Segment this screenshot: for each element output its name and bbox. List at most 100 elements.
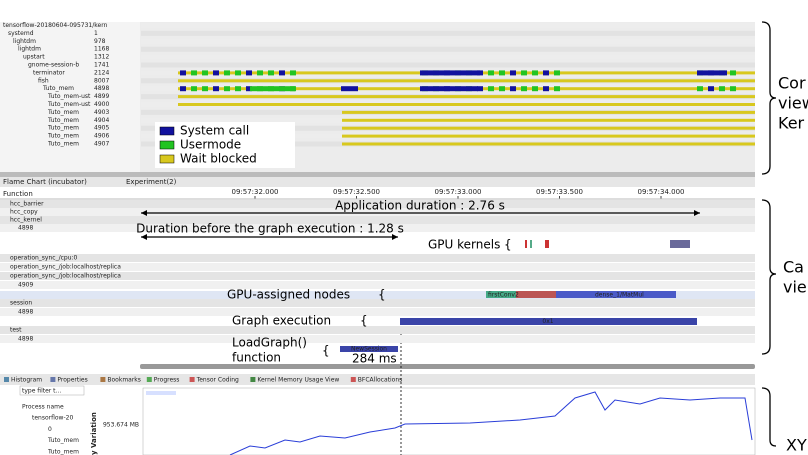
state-bar bbox=[178, 95, 755, 99]
tab: Experiment(2) bbox=[126, 178, 177, 186]
column-header: Process name bbox=[22, 404, 64, 411]
annotation: Graph execution bbox=[232, 314, 331, 328]
process-name: systemd bbox=[8, 30, 34, 37]
time-tick: 09:57:32.000 bbox=[231, 188, 278, 196]
function-row: operation_sync_/job:localhost/replica bbox=[10, 264, 121, 271]
row-stripe bbox=[141, 46, 755, 52]
splitter bbox=[0, 172, 755, 177]
kernel-bar bbox=[545, 240, 549, 248]
legend-label: System call bbox=[180, 124, 249, 138]
brace bbox=[761, 199, 777, 355]
tid: 978 bbox=[94, 38, 106, 45]
state-bar bbox=[543, 86, 549, 92]
legend-box bbox=[155, 122, 295, 168]
row-stripe bbox=[141, 30, 755, 36]
tree-item: 0 bbox=[48, 426, 52, 433]
kernel-bar bbox=[530, 240, 532, 248]
state-bar bbox=[257, 70, 263, 76]
state-bar bbox=[246, 86, 252, 92]
legend-label: Usermode bbox=[180, 138, 241, 152]
tab: Kernel Memory Usage View bbox=[257, 377, 339, 384]
tid: 1 bbox=[94, 30, 98, 37]
state-bar bbox=[730, 70, 736, 76]
tab: Tensor Coding bbox=[196, 377, 239, 384]
process-name: Tuto_mem bbox=[47, 125, 79, 132]
bar-label: NewSession bbox=[351, 346, 387, 353]
legend-label: Wait blocked bbox=[180, 152, 257, 166]
tid: 1168 bbox=[94, 46, 109, 53]
tid: 4906 bbox=[94, 133, 109, 140]
state-bar bbox=[532, 70, 538, 76]
annotation: Application duration : 2.76 s bbox=[335, 199, 505, 213]
state-bar bbox=[224, 86, 230, 92]
row-bg bbox=[0, 208, 755, 216]
side-label: Ca bbox=[783, 258, 804, 277]
memory-line bbox=[229, 391, 753, 455]
function-row: session bbox=[10, 300, 32, 307]
state-bar bbox=[250, 86, 295, 92]
state-bar bbox=[499, 70, 505, 76]
annotation: LoadGraph() bbox=[232, 336, 307, 350]
state-bar bbox=[213, 86, 219, 92]
legend-swatch bbox=[159, 154, 175, 164]
row-bg bbox=[0, 224, 755, 232]
row-bg bbox=[0, 281, 755, 289]
bar-plot-dec bbox=[146, 391, 176, 395]
braces bbox=[761, 21, 777, 447]
tab-icon bbox=[250, 377, 256, 382]
time-tick: 09:57:32.500 bbox=[333, 188, 380, 196]
function-row: operation_sync_/job:localhost/replica bbox=[10, 273, 121, 280]
state-bar bbox=[202, 70, 208, 76]
state-bar bbox=[341, 86, 358, 92]
kernel-bar bbox=[670, 240, 690, 248]
function-row: 4898 bbox=[18, 309, 33, 316]
process-name: Tuto_mem-ust bbox=[47, 101, 91, 108]
side-label: vie bbox=[783, 278, 807, 297]
state-bar bbox=[420, 86, 478, 92]
annotation: 284 ms bbox=[352, 352, 397, 366]
process-name: Tuto_mem bbox=[42, 85, 74, 92]
bar-label: dense_1/MatMul bbox=[595, 292, 644, 299]
row-bg bbox=[0, 272, 755, 280]
axis-title: y Variation bbox=[90, 412, 98, 455]
state-bar bbox=[342, 118, 755, 122]
row-bg bbox=[0, 200, 755, 208]
tree-item: Tuto_mem bbox=[47, 437, 79, 444]
tid: 4905 bbox=[94, 125, 109, 132]
process-name: gnome-session-b bbox=[28, 62, 79, 69]
tid: 2124 bbox=[94, 69, 109, 76]
tab-icon bbox=[350, 377, 356, 382]
process-name: Tuto_mem bbox=[47, 133, 79, 140]
brace-glyph: { bbox=[360, 314, 368, 328]
state-bar bbox=[499, 86, 505, 92]
legend-swatch bbox=[159, 126, 175, 136]
brace-glyph: { bbox=[322, 344, 330, 358]
state-bar bbox=[180, 70, 186, 76]
kernel-bar bbox=[525, 240, 527, 248]
tid: 1741 bbox=[94, 62, 109, 69]
filter-box bbox=[19, 385, 85, 396]
row-bg bbox=[0, 308, 755, 316]
tid: 4900 bbox=[94, 101, 109, 108]
tab-bar bbox=[0, 177, 755, 187]
state-bar bbox=[342, 142, 755, 146]
tab: Bookmarks bbox=[107, 377, 141, 384]
state-bar bbox=[178, 79, 755, 83]
side-label: view bbox=[778, 94, 808, 113]
row-bg bbox=[0, 326, 755, 334]
time-tick: 09:57:33.000 bbox=[434, 188, 481, 196]
tid: 8007 bbox=[94, 77, 109, 84]
state-bar bbox=[521, 70, 527, 76]
function-row: hcc_barrier bbox=[10, 201, 44, 208]
function-row: 4909 bbox=[18, 282, 33, 289]
tab: Histogram bbox=[11, 377, 42, 384]
tab: Properties bbox=[57, 377, 87, 384]
tid: 1312 bbox=[94, 54, 109, 61]
state-bar bbox=[554, 86, 560, 92]
annotation: GPU kernels bbox=[428, 238, 500, 252]
tab-icon bbox=[100, 377, 106, 382]
function-row: operation_sync_/cpu:0 bbox=[10, 255, 78, 262]
tid: 4899 bbox=[94, 93, 109, 100]
